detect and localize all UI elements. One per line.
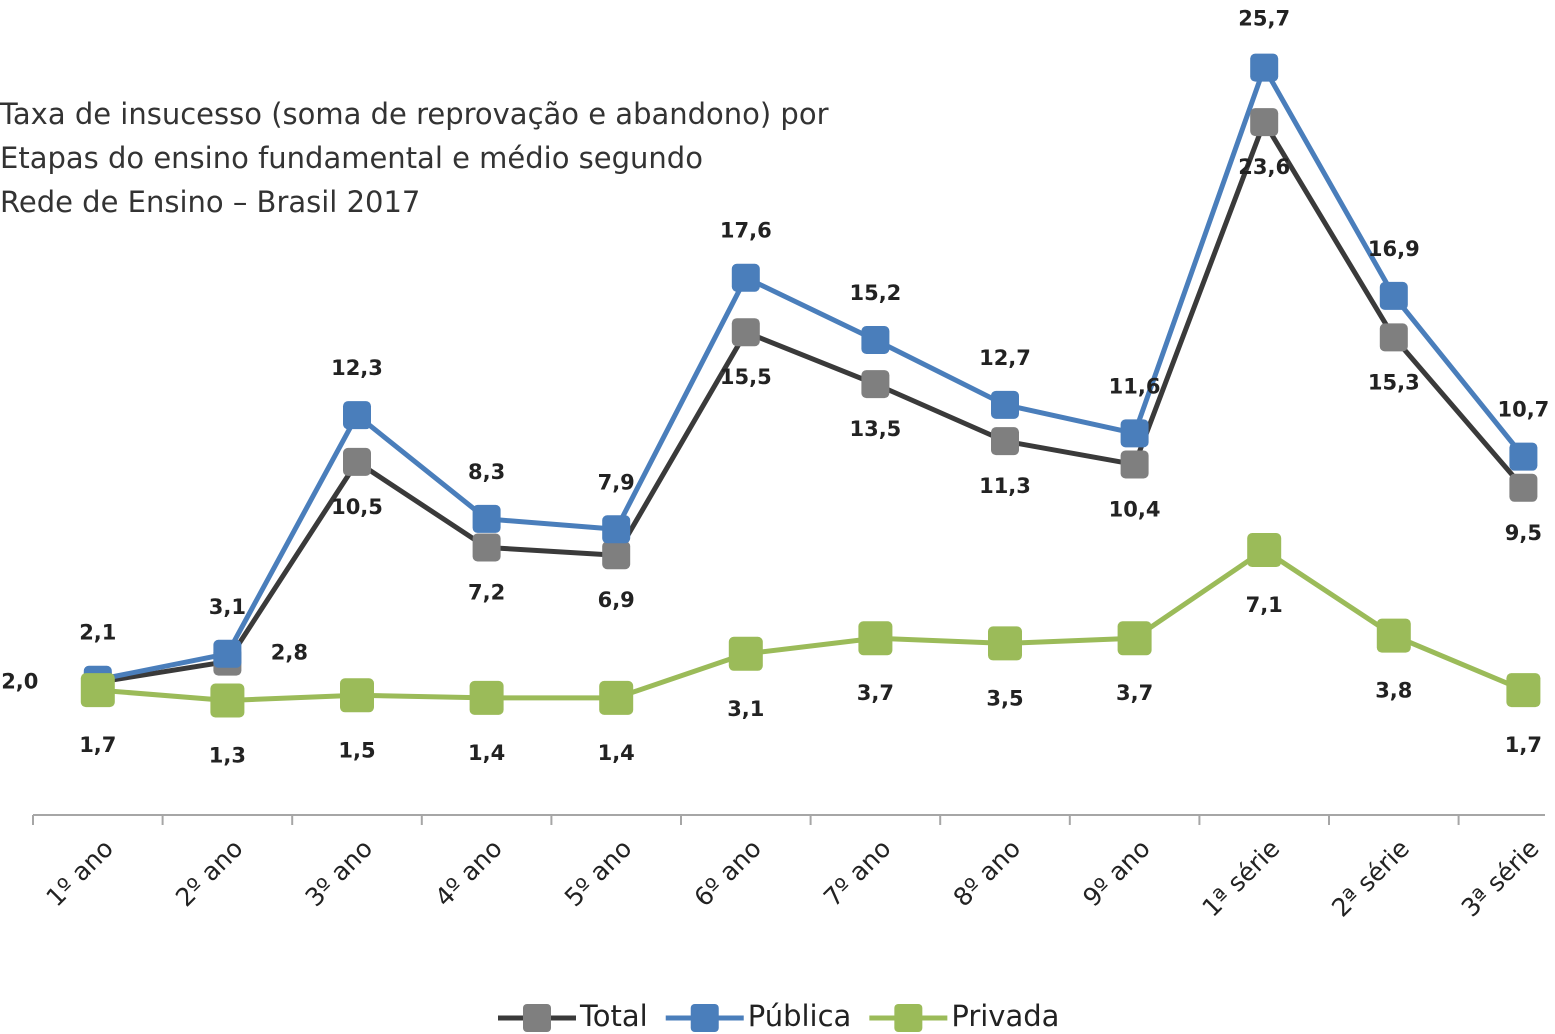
marker xyxy=(991,427,1019,456)
data-label: 3,5 xyxy=(986,686,1023,710)
data-label: 7,2 xyxy=(468,580,505,604)
data-label: 11,3 xyxy=(979,474,1031,498)
marker xyxy=(1376,618,1411,653)
series-line xyxy=(97,119,1526,685)
marker xyxy=(1509,442,1538,471)
marker xyxy=(210,683,245,718)
legend-marker xyxy=(894,1004,923,1032)
marker xyxy=(472,504,501,533)
marker xyxy=(861,370,890,399)
marker xyxy=(469,680,504,715)
data-label: 3,7 xyxy=(857,681,894,705)
x-tick-label: 5º ano xyxy=(559,834,638,913)
x-tick-label: 9º ano xyxy=(1077,834,1156,913)
marker xyxy=(343,447,371,476)
data-label: 2,0 xyxy=(1,669,38,693)
data-label: 23,6 xyxy=(1238,155,1290,179)
legend-marker xyxy=(690,1004,719,1032)
data-label: 10,4 xyxy=(1109,497,1161,521)
marker xyxy=(340,678,374,713)
marker xyxy=(731,263,760,292)
marker xyxy=(1120,419,1149,448)
marker xyxy=(1379,323,1408,352)
marker xyxy=(1379,281,1408,310)
data-label: 1,5 xyxy=(338,738,375,762)
x-tick-label: 2ª série xyxy=(1326,834,1415,923)
x-tick-label: 6º ano xyxy=(688,834,767,913)
marker xyxy=(728,636,763,671)
data-label: 12,7 xyxy=(979,346,1031,370)
marker xyxy=(1117,621,1152,656)
data-label: 3,8 xyxy=(1375,679,1412,703)
chart-title: Taxa de insucesso (soma de reprovação e … xyxy=(0,97,829,131)
data-label: 6,9 xyxy=(598,588,635,612)
data-label: 11,6 xyxy=(1109,374,1161,398)
data-label: 17,6 xyxy=(720,219,772,243)
data-label: 15,3 xyxy=(1368,370,1420,394)
marker xyxy=(988,626,1022,661)
marker xyxy=(1120,450,1149,479)
data-label: 1,4 xyxy=(598,741,635,765)
legend-label: Privada xyxy=(951,999,1059,1033)
marker xyxy=(991,390,1019,419)
data-label: 3,1 xyxy=(727,697,764,721)
marker xyxy=(599,680,634,715)
legend-label: Total xyxy=(579,999,648,1033)
series-line xyxy=(97,65,1526,683)
data-label: 2,1 xyxy=(79,621,116,645)
data-label: 7,1 xyxy=(1246,593,1283,617)
x-tick-label: 4º ano xyxy=(429,834,508,913)
data-label: 1,7 xyxy=(1505,733,1542,757)
data-label: 3,7 xyxy=(1116,681,1153,705)
data-label: 15,2 xyxy=(849,281,901,305)
marker xyxy=(602,515,631,544)
marker xyxy=(1250,53,1279,82)
data-label: 1,7 xyxy=(79,733,116,757)
x-tick-label: 7º ano xyxy=(818,834,897,913)
data-label: 3,1 xyxy=(209,595,246,619)
marker xyxy=(1247,533,1282,568)
data-label: 15,5 xyxy=(720,365,772,389)
chart-title: Etapas do ensino fundamental e médio seg… xyxy=(0,141,703,175)
data-label: 2,8 xyxy=(271,641,308,665)
marker xyxy=(1506,673,1541,708)
x-tick-label: 3ª série xyxy=(1456,834,1545,923)
x-tick-label: 1º ano xyxy=(40,834,119,913)
data-label: 7,9 xyxy=(598,470,635,494)
legend-marker xyxy=(523,1004,551,1032)
data-label: 1,3 xyxy=(209,743,246,767)
x-tick-label: 1ª série xyxy=(1197,834,1286,923)
data-label: 10,7 xyxy=(1497,398,1549,422)
data-label: 1,4 xyxy=(468,741,505,765)
marker xyxy=(1509,473,1538,502)
marker xyxy=(731,318,760,347)
marker xyxy=(858,621,893,656)
x-tick-label: 8º ano xyxy=(948,834,1027,913)
data-label: 16,9 xyxy=(1368,237,1420,261)
x-tick-label: 3º ano xyxy=(300,834,379,913)
marker xyxy=(1250,108,1279,137)
marker xyxy=(343,401,371,430)
marker xyxy=(80,673,115,708)
data-label: 25,7 xyxy=(1238,7,1290,31)
marker xyxy=(602,541,631,570)
data-label: 10,5 xyxy=(331,495,383,519)
x-tick-label: 2º ano xyxy=(170,834,249,913)
data-label: 8,3 xyxy=(468,460,505,484)
data-label: 12,3 xyxy=(331,356,383,380)
marker xyxy=(861,325,890,354)
data-label: 9,5 xyxy=(1505,521,1542,545)
series-line xyxy=(97,547,1525,703)
marker xyxy=(472,533,501,562)
chart-title: Rede de Ensino – Brasil 2017 xyxy=(0,185,420,219)
data-label: 13,5 xyxy=(849,417,901,441)
legend-label: Pública xyxy=(748,999,852,1033)
marker xyxy=(213,639,242,668)
